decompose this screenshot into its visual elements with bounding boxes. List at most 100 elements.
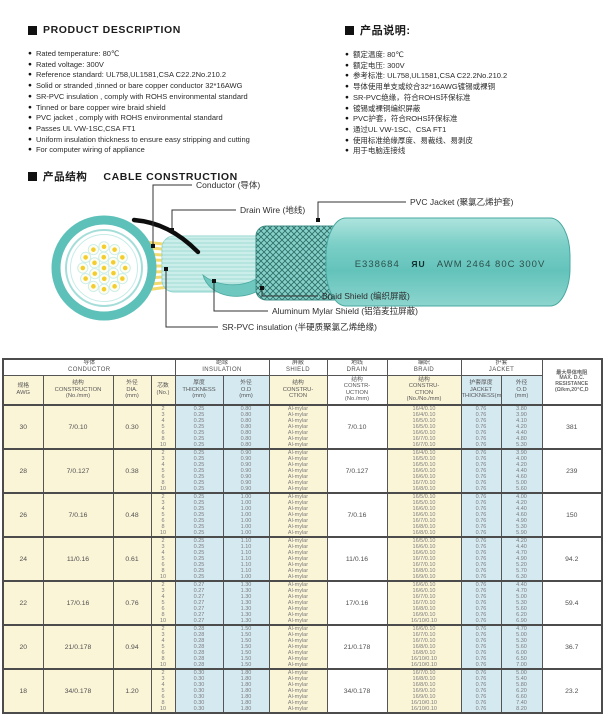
bullet-text: 使用标准绝缘厚度、易裁线、易剥皮 [352,135,473,145]
cell-line: 0.76 [475,474,487,480]
cell-line: 外径 [515,380,528,387]
insulation-bundle [161,235,273,293]
column-header-cell: 结构 CONSTRU- CTION (No./No./mm) [386,374,462,406]
braid-construction-cell: 16/6/0.10 16/6/0.10 16/7/0.10 16/7/0.10 16/8… [386,580,462,626]
cell-value: 17/0.16 [66,599,90,607]
cell-line: 0.76 [475,694,487,700]
group-header-cell: 导体 CONDUCTOR [2,358,176,376]
cell-line: 5.00 [516,632,527,638]
core-conductor-dot [80,265,86,271]
cell-line: 结构 [72,380,84,387]
cell-line: 16/6/0.10 [412,430,436,436]
jacket-od-cell: 5.00 5.40 5.80 6.20 6.60 7.40 8.20 [500,668,543,714]
bullet-item: ● 镀锡或裸铜编织屏蔽 [345,104,601,115]
bullet-item: ● 使用标准绝缘厚度、易裁线、易剥皮 [345,136,601,147]
jacket-thickness-cell: 0.76 0.76 0.76 0.76 0.76 0.76 0.76 [460,668,502,714]
cell-line: 0.76 [475,594,487,600]
cell-line: Al-mylar [287,618,309,624]
cell-line: 5 [161,512,165,518]
cell-line: 7.40 [516,700,527,706]
cell-line: Al-mylar [287,594,309,600]
table-group-header-row: 导体 CONDUCTOR 绝缘 INSULATION 屏蔽 SHIELD 地线 DRAIN 编织… [2,358,603,406]
insulation-thickness-cell: 0.25 0.25 0.25 0.25 0.25 0.25 0.25 [174,404,224,450]
cell-line: 16/5/0.10 [412,418,436,424]
cell-line: 16/7/0.10 [412,638,436,644]
cell-line: (mm) [125,392,139,399]
cell-value: 7/0.127 [345,467,369,475]
cell-line: 0.76 [475,670,487,676]
jacket-thickness-cell: 0.76 0.76 0.76 0.76 0.76 0.76 0.76 [460,536,502,582]
cell-line: 4.00 [516,456,527,462]
cell-value: 22 [19,599,28,607]
core-count-cell: 2 3 4 5 6 8 10 [150,536,176,582]
cell-line: 2 [161,670,165,676]
cell-line: 0.25 [193,512,205,518]
cell-value: 7/0.16 [347,511,367,519]
max-resistance-cell: 150 [541,492,603,538]
cell-line: 4 [161,462,165,468]
cell-line: (No./No./mm) [406,396,442,403]
cell-line: Al-mylar [287,486,309,492]
cell-line: 16/10/0.10 [411,618,437,624]
cell-line: 16/8/0.10 [412,568,436,574]
cell-line: 0.76 [475,530,487,536]
cell-line: 16/10/0.10 [411,656,437,662]
core-conductor-dot [101,265,107,271]
cell-line: 1.00 [240,512,252,518]
cell-value: 239 [566,467,578,475]
circle-bullet-icon: ● [345,72,349,80]
cell-line: 1.00 [240,524,252,530]
cell-line: Al-mylar [287,524,309,530]
insulation-od-cell: 0.80 0.80 0.80 0.80 0.80 0.80 0.80 [222,404,270,450]
bullet-item: ● 用于电脑连接线 [345,146,601,157]
cell-line: 0.28 [193,632,205,638]
cell-line: 0.30 [193,700,205,706]
cell-line: 0.25 [193,474,205,480]
cell-line: Al-mylar [287,412,309,418]
cell-line: 0.76 [475,550,487,556]
core-conductor-dot [112,247,117,252]
circle-bullet-icon: ● [28,92,32,100]
cell-line: Al-mylar [287,442,309,448]
cell-line: 8 [161,656,165,662]
cell-line: 16/8/0.10 [412,644,436,650]
cell-line: 1.30 [240,612,252,618]
cell-line: Al-mylar [287,462,309,468]
core-count-cell: 2 3 4 5 6 8 10 [150,492,176,538]
circle-bullet-icon: ● [345,51,349,58]
cell-value: 36.7 [565,643,579,651]
cell-line: 10 [159,618,167,624]
cell-line: 0.76 [475,456,487,462]
bullet-item: ● Passes UL VW-1SC,CSA FT1 [28,124,328,135]
insulation-od-cell: 1.10 1.10 1.10 1.10 1.10 1.10 1.00 [222,536,270,582]
cell-line: 4.20 [516,500,527,506]
cell-line: 6 [161,430,165,436]
cell-line: 0.76 [475,450,487,456]
cell-line: 5.60 [516,644,527,650]
cell-line: 0.28 [193,650,205,656]
jacket-print-rating: AWM 2464 80C 300V [437,259,546,270]
cell-line: Al-mylar [287,450,309,456]
cell-line: 0.90 [240,462,252,468]
circle-bullet-icon: ● [345,104,349,112]
cell-line: 0.25 [193,524,205,530]
cell-line: 0.80 [240,436,252,442]
bullet-text: 参考标准: UL758,UL1581,CSA C22.2No.210.2 [352,71,508,81]
cell-line: CONSTRU- [408,383,440,390]
aluminum-mylar-shield-label: Aluminum Mylar Shield (铝箔麦拉屏蔽) [272,306,418,316]
max-resistance-cell: 239 [541,448,603,494]
jacket-od-cell: 3.80 3.90 4.10 4.20 4.40 4.80 5.30 [500,404,543,450]
cell-line: 6.50 [516,656,527,662]
cell-line: 10 [159,530,167,536]
cell-line: CONSTRU- [282,386,314,393]
cell-line: JACKET [488,367,515,374]
cell-line: 16/7/0.10 [412,442,436,448]
cell-line: 1.80 [240,682,252,688]
cell-line: 6.90 [516,618,527,624]
conductor-construction-cell: 34/0.178 [42,668,114,714]
cell-line: 16/9/0.10 [412,612,436,618]
cell-line: 0.76 [475,650,487,656]
cell-line: 1.00 [240,506,252,512]
cell-line: 最大导体电阻 [556,369,588,376]
core-conductor-dot [120,276,125,281]
